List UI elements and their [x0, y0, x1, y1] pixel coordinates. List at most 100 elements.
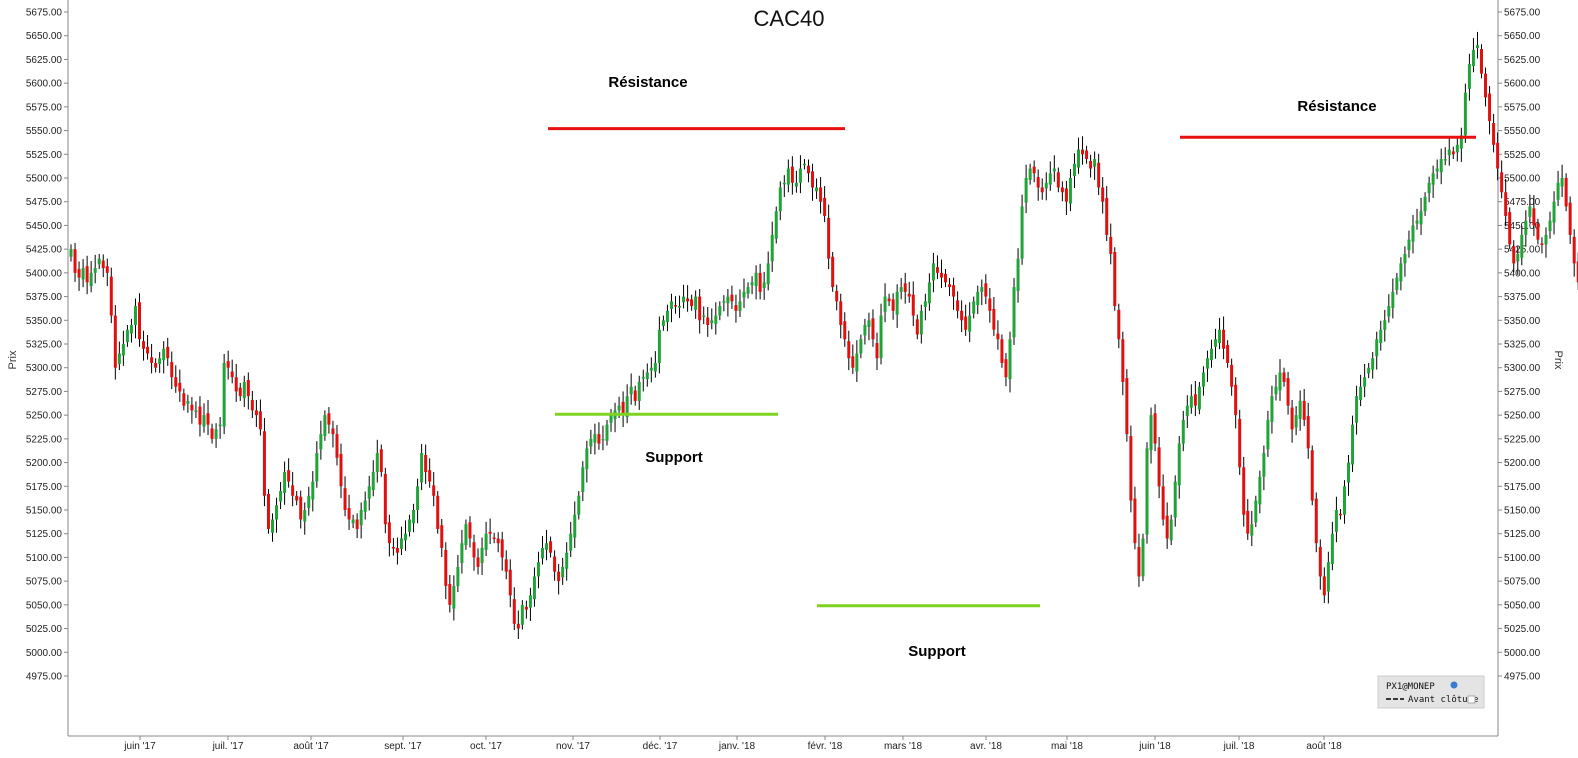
y-tick-label-left: 5250.00 [26, 411, 63, 422]
candle-body [287, 470, 291, 482]
candle-body [1552, 201, 1556, 223]
candle-body [1056, 172, 1060, 188]
candle-body [1270, 396, 1274, 422]
x-tick-label: oct. '17 [470, 741, 502, 752]
candle-body [1242, 467, 1246, 515]
candle-body [835, 290, 839, 302]
y-tick-label-right: 5175.00 [1504, 482, 1541, 493]
candle-body [980, 287, 984, 292]
candle-body [1427, 182, 1431, 194]
resistance-label: Résistance [1297, 98, 1376, 115]
candle-body [541, 547, 545, 559]
candle-body [1540, 243, 1544, 245]
candle-body [939, 272, 943, 278]
candle-body [347, 508, 351, 520]
candle-body [101, 260, 105, 269]
x-tick-label: nov. '17 [556, 741, 590, 752]
candle-body [452, 585, 456, 609]
x-tick-label: déc. '17 [643, 741, 678, 752]
y-tick-label-left: 5450.00 [26, 221, 63, 232]
candle-body [609, 415, 613, 423]
candle-body [1089, 160, 1093, 169]
y-tick-label-left: 5375.00 [26, 292, 63, 303]
candle-body [371, 472, 375, 491]
y-tick-label-left: 5000.00 [26, 648, 63, 659]
candle-body [661, 320, 665, 326]
candle-body [484, 533, 488, 550]
y-tick-label-right: 5575.00 [1504, 102, 1541, 113]
y-tick-label-right: 5675.00 [1504, 8, 1541, 19]
candle-body [678, 306, 682, 308]
candle-body [557, 571, 561, 582]
candle-body [1439, 159, 1443, 173]
candle-body [1415, 220, 1419, 224]
candle-body [948, 284, 952, 288]
candle-body [1435, 168, 1439, 172]
candle-body [420, 453, 424, 483]
candle-body [146, 346, 150, 354]
y-tick-label-right: 5050.00 [1504, 600, 1541, 611]
candle-body [142, 341, 146, 349]
candle-body [113, 315, 117, 368]
candle-body [839, 301, 843, 326]
candle-body [1556, 182, 1560, 200]
candle-body [669, 301, 673, 309]
x-tick-label: juin '18 [1138, 741, 1171, 752]
candle-body [1310, 450, 1314, 501]
y-tick-label-left: 5300.00 [26, 363, 63, 374]
legend-checkbox[interactable] [1467, 695, 1476, 704]
candle-body [1536, 223, 1540, 240]
candle-body [1298, 400, 1302, 419]
x-tick-label: mars '18 [884, 741, 922, 752]
candle-body [762, 282, 766, 289]
candle-body [250, 399, 254, 411]
candle-body [573, 514, 577, 538]
candle-body [1399, 263, 1403, 282]
y-tick-label-right: 5475.00 [1504, 197, 1541, 208]
candle-body [605, 424, 609, 441]
candle-body [1226, 344, 1230, 363]
candle-body [1105, 197, 1109, 235]
candle-body [77, 269, 81, 278]
candle-body [323, 415, 327, 437]
y-tick-label-left: 4975.00 [26, 672, 63, 683]
candle-body [1278, 372, 1282, 391]
candle-body [488, 531, 492, 534]
candle-body [1375, 339, 1379, 357]
candle-body [1403, 253, 1407, 264]
candle-body [1125, 378, 1129, 435]
y-tick-label-right: 5125.00 [1504, 529, 1541, 540]
candle-body [944, 273, 948, 283]
candle-body [1258, 476, 1262, 505]
candle-body [327, 413, 331, 425]
candle-body [722, 301, 726, 303]
y-tick-label-right: 5150.00 [1504, 506, 1541, 517]
candle-body [174, 377, 178, 387]
candle-body [786, 168, 790, 185]
candle-body [222, 362, 226, 427]
candle-body [1359, 386, 1363, 400]
y-tick-label-right: 5250.00 [1504, 411, 1541, 422]
y-tick-label-left: 5400.00 [26, 268, 63, 279]
candle-body [863, 325, 867, 336]
candle-body [629, 386, 633, 395]
candle-body [665, 310, 669, 323]
candle-body [89, 272, 93, 287]
candle-body [1016, 258, 1020, 291]
candle-body [553, 556, 557, 572]
candle-body [1451, 151, 1455, 155]
candle-body [444, 549, 448, 586]
candle-body [508, 569, 512, 596]
candle-body [718, 306, 722, 316]
candle-body [226, 361, 230, 368]
candle-body [1322, 576, 1326, 596]
y-axis-title-right: Prix [1552, 351, 1564, 370]
candle-body [258, 411, 262, 430]
support-label: Support [645, 449, 703, 466]
candle-body [903, 283, 907, 292]
candle-body [1012, 287, 1016, 338]
candle-body [1564, 178, 1568, 207]
y-tick-label-right: 5375.00 [1504, 292, 1541, 303]
candle-body [798, 168, 802, 183]
